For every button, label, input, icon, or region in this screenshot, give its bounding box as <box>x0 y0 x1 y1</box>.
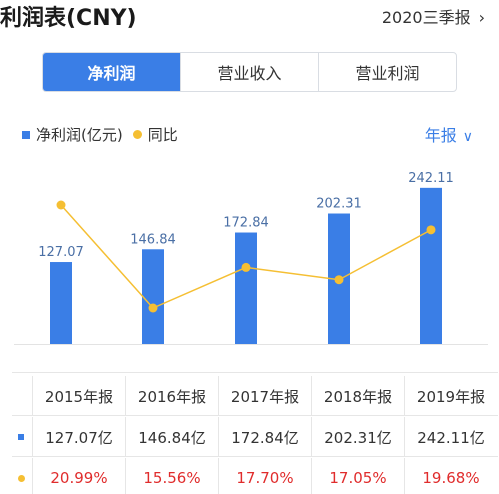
table-cell: 146.84亿 <box>125 417 218 457</box>
yoy-point[interactable] <box>148 303 158 313</box>
table-row-yoy: 20.99% 15.56% 17.70% 17.05% 19.68% <box>12 458 498 494</box>
table-header-cell: 2015年报 <box>32 376 125 416</box>
period-label: 2020三季报 <box>381 8 471 27</box>
bar-value-label: 202.31 <box>316 197 362 212</box>
bar-series-marker <box>18 434 24 440</box>
chevron-right-icon: › <box>478 8 485 27</box>
frequency-selector[interactable]: 年报 ∨ <box>425 122 473 146</box>
yoy-point[interactable] <box>56 200 66 210</box>
table-cell: 17.70% <box>218 458 311 494</box>
frequency-label: 年报 <box>424 126 457 145</box>
chevron-down-icon: ∨ <box>462 129 473 145</box>
yoy-point[interactable] <box>426 225 436 235</box>
line-legend-marker <box>132 130 142 139</box>
data-table: 2015年报 2016年报 2017年报 2018年报 2019年报 127.0… <box>12 372 498 494</box>
bar[interactable] <box>50 262 72 344</box>
period-selector[interactable]: 2020三季报 › <box>382 4 485 28</box>
chart-legend: 净利润(亿元) 同比 <box>22 124 178 145</box>
bar[interactable] <box>142 249 164 344</box>
bar-value-label: 242.11 <box>408 171 454 186</box>
row-marker <box>12 458 32 494</box>
table-cell: 242.11亿 <box>404 417 497 457</box>
table-cell: 127.07亿 <box>32 417 125 457</box>
table-cell: 20.99% <box>32 458 125 494</box>
page-title: 利润表(CNY) <box>0 6 137 31</box>
bar-value-label: 172.84 <box>223 216 269 231</box>
metric-tabs: 净利润 营业收入 营业利润 <box>42 52 457 92</box>
legend-yoy: 同比 <box>147 126 178 144</box>
table-header-cell: 2016年报 <box>125 376 218 416</box>
bar[interactable] <box>420 187 442 344</box>
table-cell: 15.56% <box>125 458 218 494</box>
table-cell: 17.05% <box>311 458 404 494</box>
line-series-marker <box>18 474 25 482</box>
tab-revenue[interactable]: 营业收入 <box>180 53 318 91</box>
bar-value-label: 127.07 <box>38 245 84 260</box>
yoy-point[interactable] <box>241 262 251 272</box>
table-row-net-profit: 127.07亿 146.84亿 172.84亿 202.31亿 242.11亿 <box>12 417 498 457</box>
row-marker <box>12 417 32 457</box>
header: 利润表(CNY) 2020三季报 › <box>0 0 499 36</box>
tab-net-profit[interactable]: 净利润 <box>43 53 180 91</box>
tab-operating-profit[interactable]: 营业利润 <box>318 53 456 91</box>
table-header-row: 2015年报 2016年报 2017年报 2018年报 2019年报 <box>12 376 498 416</box>
bar[interactable] <box>235 232 257 344</box>
bar-legend-marker <box>22 130 30 139</box>
table-cell: 202.31亿 <box>311 417 404 457</box>
yoy-point[interactable] <box>334 275 344 285</box>
table-cell: 172.84亿 <box>218 417 311 457</box>
net-profit-chart: 127.07 146.84 172.84 202.31 242.11 <box>14 171 488 345</box>
table-cell: 19.68% <box>404 458 497 494</box>
legend-net-profit: 净利润(亿元) <box>36 126 123 144</box>
table-header-cell: 2017年报 <box>218 376 311 416</box>
bar-value-label: 146.84 <box>130 232 176 247</box>
header-spacer <box>12 376 32 416</box>
table-header-cell: 2019年报 <box>404 376 497 416</box>
table-header-cell: 2018年报 <box>311 376 404 416</box>
